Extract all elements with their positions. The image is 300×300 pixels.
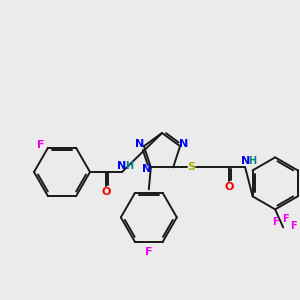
Text: F: F bbox=[272, 218, 278, 227]
Text: O: O bbox=[224, 182, 234, 192]
Text: N: N bbox=[135, 139, 145, 149]
Text: N: N bbox=[117, 161, 127, 171]
Text: N: N bbox=[142, 164, 152, 174]
Text: F: F bbox=[290, 221, 296, 231]
Text: O: O bbox=[101, 187, 111, 197]
Text: N: N bbox=[179, 139, 189, 149]
Text: N: N bbox=[241, 156, 250, 167]
Text: H: H bbox=[248, 156, 256, 167]
Text: F: F bbox=[282, 214, 289, 224]
Text: H: H bbox=[125, 161, 133, 171]
Text: S: S bbox=[187, 162, 195, 172]
Text: F: F bbox=[145, 248, 153, 257]
Text: F: F bbox=[37, 140, 45, 150]
